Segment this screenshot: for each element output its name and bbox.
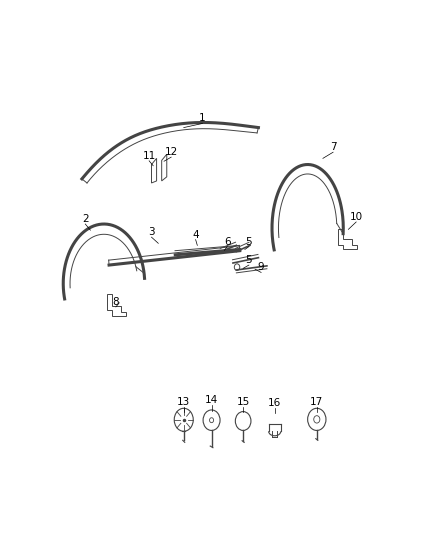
Text: 6: 6 xyxy=(224,237,230,247)
Text: 1: 1 xyxy=(199,114,206,124)
Text: 14: 14 xyxy=(205,395,218,406)
Text: 2: 2 xyxy=(82,214,88,224)
Text: 15: 15 xyxy=(237,397,250,407)
Text: 17: 17 xyxy=(310,397,323,407)
Text: 5: 5 xyxy=(246,237,252,247)
Text: 11: 11 xyxy=(142,151,156,161)
Text: 9: 9 xyxy=(258,262,265,272)
Text: 8: 8 xyxy=(113,297,119,307)
Text: 12: 12 xyxy=(165,147,178,157)
Text: 16: 16 xyxy=(268,398,281,408)
Text: 7: 7 xyxy=(330,142,336,152)
Text: 13: 13 xyxy=(177,397,191,407)
Text: 3: 3 xyxy=(148,227,155,237)
Text: 10: 10 xyxy=(350,212,363,222)
Text: 5: 5 xyxy=(246,255,252,265)
Text: 4: 4 xyxy=(192,230,199,240)
